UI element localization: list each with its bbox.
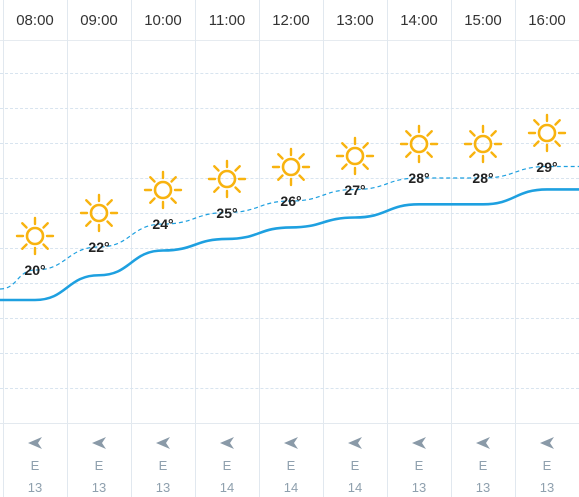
wind-arrow-left-icon	[131, 436, 195, 453]
temperature-label: 27°	[344, 181, 366, 198]
wind-speed: 13	[539, 480, 555, 495]
gridline	[0, 248, 579, 249]
wind-speed: 14	[283, 480, 299, 495]
hour-label: 08:00	[16, 12, 54, 29]
wind-direction: E	[542, 458, 552, 473]
sun-icon	[527, 113, 567, 153]
sun-icon	[271, 147, 311, 187]
temperature-label: 22°	[88, 239, 110, 255]
gridline	[0, 73, 579, 74]
temperature-label: 28°	[472, 170, 494, 186]
gridline	[0, 143, 579, 144]
sun-icon	[15, 216, 55, 256]
wind-arrow-left-icon	[387, 436, 451, 453]
hour-label: 13:00	[336, 12, 374, 29]
wind-arrow-left-icon	[195, 436, 259, 453]
hour-label: 14:00	[400, 12, 438, 29]
hour-label: 11:00	[208, 12, 246, 29]
temperature-label: 28°	[408, 170, 430, 186]
wind-arrow-left-icon	[3, 436, 67, 453]
wind-direction: E	[478, 458, 488, 473]
wind-speed: 13	[155, 480, 171, 495]
hour-label: 15:00	[464, 12, 502, 29]
wind-arrow-left-icon	[67, 436, 131, 453]
hour-label: 12:00	[272, 12, 310, 29]
sun-icon	[463, 124, 503, 164]
temperature-label: 29°	[536, 158, 558, 175]
wind-direction: E	[286, 458, 296, 473]
gridline	[0, 353, 579, 354]
hour-label: 10:00	[144, 12, 182, 29]
wind-arrow-left-icon	[451, 436, 515, 453]
gridline	[0, 283, 579, 284]
temperature-label: 20°	[24, 262, 46, 278]
wind-speed: 13	[411, 480, 427, 495]
temperature-label: 25°	[216, 204, 238, 221]
feels-like-line	[0, 188, 579, 302]
gridline	[0, 213, 579, 214]
wind-arrow-left-icon	[515, 436, 579, 453]
wind-speed: 14	[219, 480, 235, 495]
temperature-line	[0, 165, 579, 290]
wind-direction: E	[414, 458, 424, 473]
wind-direction: E	[158, 458, 168, 473]
sun-icon	[143, 170, 183, 210]
temperature-label: 26°	[280, 193, 302, 209]
temperature-label: 24°	[152, 216, 174, 232]
gridline	[0, 178, 579, 179]
gridline	[0, 318, 579, 319]
hour-label: 09:00	[80, 12, 118, 29]
wind-arrow-left-icon	[259, 436, 323, 453]
gridline	[0, 388, 579, 389]
wind-direction: E	[30, 458, 40, 473]
wind-speed: 13	[475, 480, 491, 495]
gridline	[0, 108, 579, 109]
wind-direction: E	[222, 458, 232, 473]
wind-direction: E	[94, 458, 104, 473]
wind-arrow-left-icon	[323, 436, 387, 453]
hour-label: 16:00	[528, 12, 566, 29]
wind-speed: 14	[347, 480, 363, 495]
wind-row-separator	[0, 423, 579, 424]
sun-icon	[399, 124, 439, 164]
wind-direction: E	[350, 458, 360, 473]
sun-icon	[79, 193, 119, 233]
wind-speed: 13	[91, 480, 107, 495]
sun-icon	[207, 159, 247, 199]
hours-header	[0, 0, 579, 41]
sun-icon	[335, 136, 375, 176]
wind-speed: 13	[27, 480, 43, 495]
